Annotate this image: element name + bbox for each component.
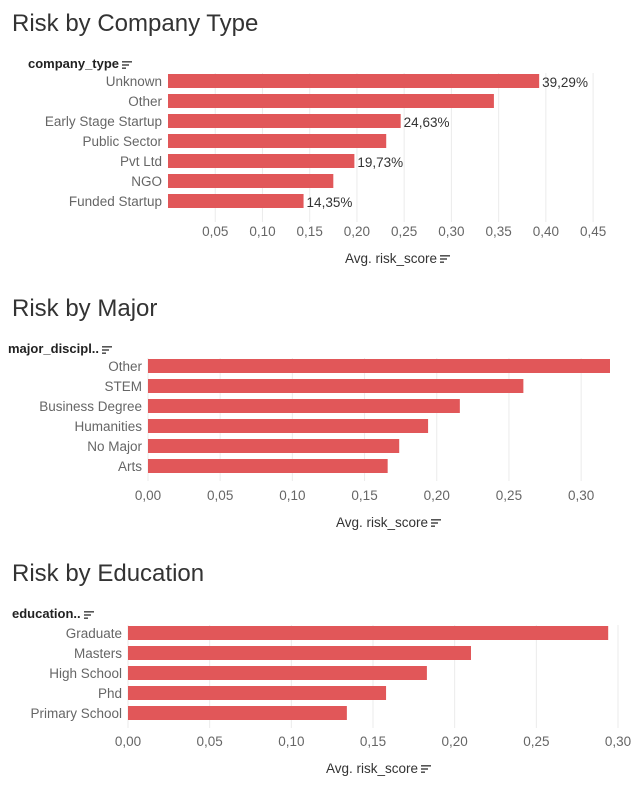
sort-icon[interactable]: [83, 610, 94, 619]
axis-title-label: Avg. risk_score: [345, 251, 438, 266]
category-label: Other: [128, 94, 162, 109]
bar[interactable]: [168, 194, 304, 208]
tick-label: 0,10: [279, 488, 305, 503]
chart-title: Risk by Education: [12, 560, 205, 587]
category-label: Funded Startup: [69, 194, 162, 209]
field-header-label: education..: [12, 606, 81, 621]
bar[interactable]: [128, 666, 427, 680]
tick-label: 0,05: [197, 734, 223, 749]
bar[interactable]: [128, 626, 609, 640]
bar[interactable]: [148, 359, 610, 373]
bar[interactable]: [148, 399, 460, 413]
bar[interactable]: [168, 154, 355, 168]
tick-label: 0,10: [249, 224, 275, 239]
tick-label: 0,40: [533, 224, 559, 239]
sort-icon[interactable]: [122, 60, 133, 69]
category-label: Graduate: [66, 626, 122, 641]
axis-title-label: Avg. risk_score: [336, 515, 429, 530]
tick-label: 0,15: [351, 488, 377, 503]
category-label: Other: [108, 359, 142, 374]
bar[interactable]: [148, 379, 524, 393]
tick-label: 0,30: [568, 488, 594, 503]
sort-icon[interactable]: [440, 255, 451, 264]
tick-label: 0,45: [580, 224, 606, 239]
category-label: Primary School: [30, 706, 122, 721]
tick-label: 0,25: [523, 734, 549, 749]
category-label: Masters: [74, 646, 122, 661]
axis-title[interactable]: Avg. risk_score: [336, 515, 442, 530]
category-label: Humanities: [74, 419, 142, 434]
category-label: Unknown: [106, 74, 162, 89]
field-header-label: major_discipl..: [8, 341, 100, 356]
panel-major: Risk by Major major_discipl.. 0,00 0,05 0,…: [0, 295, 642, 545]
field-header-label: company_type: [28, 56, 120, 71]
category-label: No Major: [87, 439, 142, 454]
category-label: Public Sector: [82, 134, 162, 149]
tick-label: 0,25: [496, 488, 522, 503]
tick-label: 0,05: [207, 488, 233, 503]
sort-icon[interactable]: [102, 345, 113, 354]
data-label: 14,35%: [307, 195, 353, 210]
bar[interactable]: [128, 686, 387, 700]
axis-title[interactable]: Avg. risk_score: [345, 251, 451, 266]
category-label: Arts: [118, 459, 142, 474]
bar[interactable]: [168, 134, 387, 148]
tick-label: 0,30: [605, 734, 631, 749]
field-header[interactable]: company_type: [28, 56, 133, 71]
chart-title: Risk by Major: [12, 295, 158, 322]
tick-label: 0,20: [442, 734, 468, 749]
field-header[interactable]: education..: [12, 606, 94, 621]
bar[interactable]: [168, 114, 401, 128]
tick-label: 0,00: [115, 734, 141, 749]
bar-chart-education: 0,00 0,05 0,10 0,15 0,20 0,25 0,30 Graduate Mast…: [30, 625, 631, 749]
data-label: 39,29%: [542, 75, 588, 90]
sort-icon[interactable]: [431, 519, 442, 528]
panel-company-type: Risk by Company Type company_type 0,05 0,…: [0, 10, 642, 280]
field-header[interactable]: major_discipl..: [8, 341, 113, 356]
tick-label: 0,15: [360, 734, 386, 749]
category-label: Pvt Ltd: [120, 154, 162, 169]
bar[interactable]: [128, 646, 471, 660]
axis-title[interactable]: Avg. risk_score: [326, 761, 432, 776]
tick-label: 0,25: [391, 224, 417, 239]
tick-label: 0,20: [344, 224, 370, 239]
panel-education: Risk by Education education.. 0,00 0,05 0,…: [0, 560, 642, 790]
category-label: High School: [49, 666, 122, 681]
category-label: Business Degree: [39, 399, 142, 414]
data-label: 24,63%: [404, 115, 450, 130]
category-label: Early Stage Startup: [45, 114, 162, 129]
category-label: NGO: [131, 174, 162, 189]
tick-label: 0,00: [135, 488, 161, 503]
tick-label: 0,05: [202, 224, 228, 239]
data-label: 19,73%: [357, 155, 403, 170]
category-label: STEM: [104, 379, 142, 394]
bar-chart-major: 0,00 0,05 0,10 0,15 0,20 0,25 0,30 Other STEM Bus…: [39, 358, 610, 503]
tick-label: 0,20: [424, 488, 450, 503]
tick-label: 0,35: [485, 224, 511, 239]
category-label: Phd: [98, 686, 122, 701]
tick-label: 0,10: [278, 734, 304, 749]
bar[interactable]: [168, 174, 334, 188]
bar[interactable]: [168, 74, 540, 88]
bar[interactable]: [128, 706, 347, 720]
bar[interactable]: [148, 459, 388, 473]
bar[interactable]: [148, 419, 429, 433]
bar[interactable]: [148, 439, 400, 453]
chart-title: Risk by Company Type: [12, 10, 259, 37]
bar[interactable]: [168, 94, 494, 108]
axis-title-label: Avg. risk_score: [326, 761, 419, 776]
bar-chart-company-type: 0,05 0,10 0,15 0,20 0,25 0,30 0,35 0,40 0,45 Unkn…: [45, 73, 606, 239]
tick-label: 0,30: [438, 224, 464, 239]
sort-icon[interactable]: [421, 765, 432, 774]
tick-label: 0,15: [297, 224, 323, 239]
